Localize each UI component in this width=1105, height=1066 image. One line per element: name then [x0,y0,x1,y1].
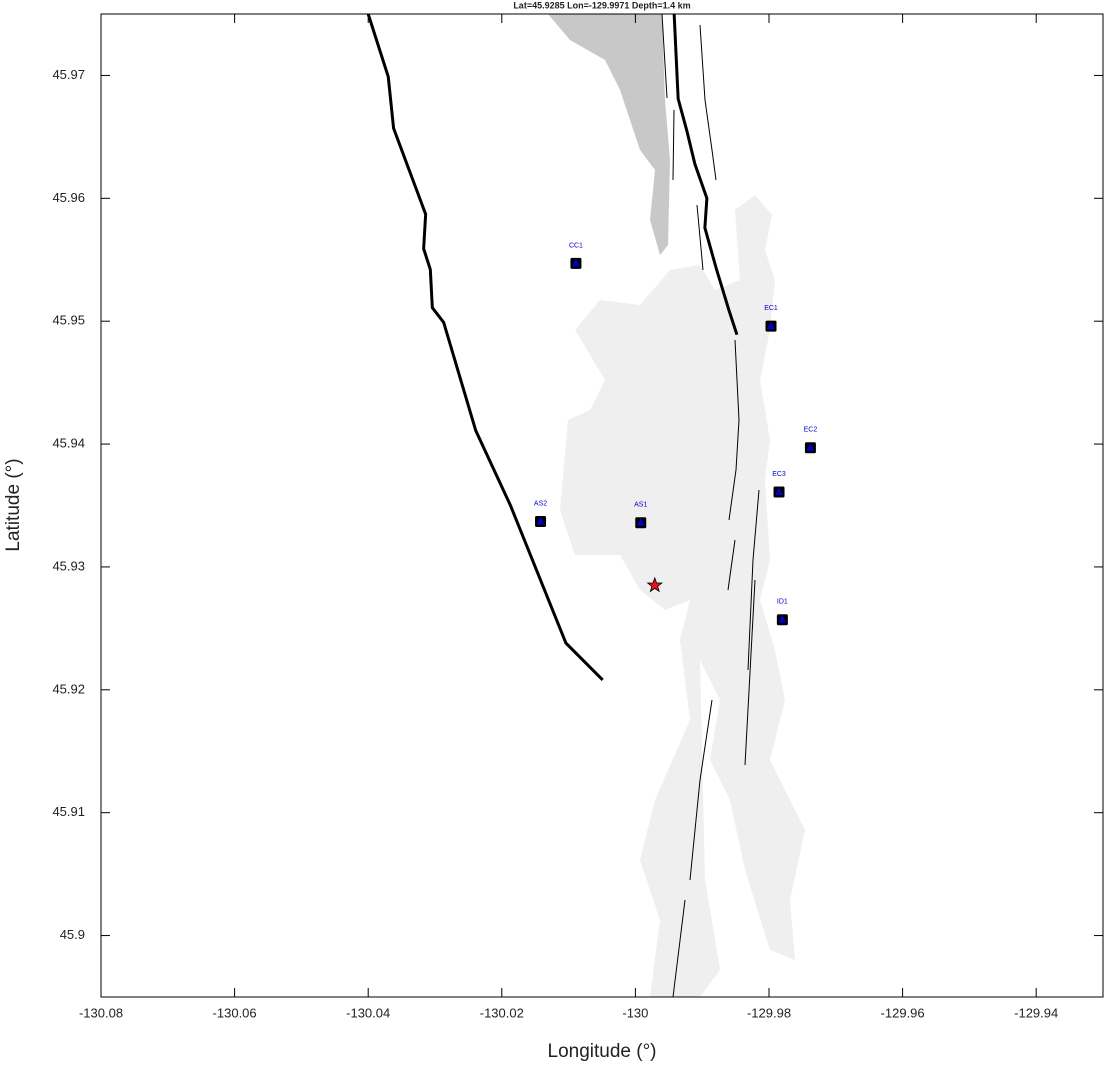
y-tick-label: 45.93 [52,558,85,573]
x-tick-label: -129.94 [1014,1005,1058,1020]
rim-line [366,14,604,682]
y-tick-label: 45.91 [52,804,85,819]
x-tick-label: -129.96 [881,1005,925,1020]
station-label: ID1 [777,599,788,606]
station-triangle [536,516,545,525]
y-tick-label: 45.96 [52,190,85,205]
x-tick-label: -130.08 [79,1005,123,1020]
station-label: CC1 [569,242,583,249]
lava-flow-dark [548,14,670,255]
station-label: EC1 [764,305,778,312]
station-triangle [806,443,815,451]
y-tick-label: 45.95 [52,313,85,328]
station-label: EC2 [804,427,818,434]
event-star [646,576,664,593]
x-axis-label: Longitude (°) [548,1041,657,1062]
fissures [661,14,760,997]
plot-marks: CC1 EC1 EC2 EC3 AS2 AS1 ID1 [366,14,818,682]
x-tick-label: -130 [622,1005,648,1020]
x-tick-label: -130.04 [346,1005,390,1020]
station-label: AS2 [534,500,547,507]
y-tick-label: 45.94 [52,436,85,451]
x-tick-label: -130.06 [213,1005,257,1020]
chart-title: Lat=45.9285 Lon=-129.9971 Depth=1.4 km [513,0,690,10]
x-tick-label: -129.98 [747,1005,791,1020]
y-tick-label: 45.97 [52,67,85,82]
station-label: EC3 [772,471,786,478]
station-label: AS1 [634,502,647,509]
x-tick-label: -130.02 [480,1005,524,1020]
marks: CC1 EC1 EC2 EC3 AS2 AS1 ID1 [366,14,818,682]
y-tick-label: 45.92 [52,681,85,696]
station-triangle [767,321,776,330]
y-tick-label: 45.9 [60,927,85,942]
y-axis-label: Latitude (°) [3,458,24,551]
station-triangle [636,518,645,526]
lava-flow [560,195,805,997]
station-triangle [778,615,787,623]
station-triangle [775,487,784,495]
rim-line [672,14,739,336]
station-triangle [571,258,580,267]
axes-box [100,13,1104,998]
map-features [548,14,805,997]
